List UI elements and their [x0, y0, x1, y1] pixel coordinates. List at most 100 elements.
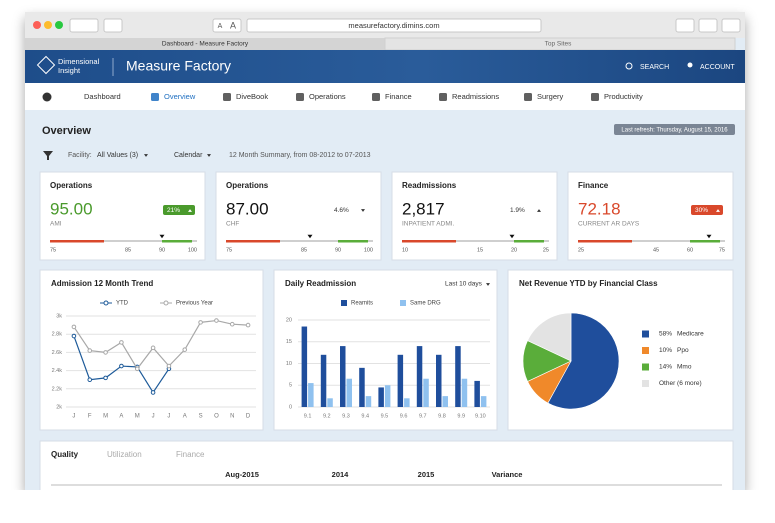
- nav-icon: [591, 93, 599, 101]
- card: [391, 171, 558, 261]
- bar: [340, 346, 346, 407]
- account[interactable]: ACCOUNT: [700, 64, 735, 71]
- back-icon[interactable]: [42, 92, 52, 102]
- tab-title[interactable]: Top Sites: [545, 41, 572, 48]
- bar: [327, 398, 333, 407]
- x-tick-label: O: [214, 414, 219, 420]
- share-button[interactable]: [698, 18, 718, 33]
- point: [103, 375, 108, 381]
- nav-item[interactable]: Dashboard: [84, 92, 121, 101]
- sidebar-button[interactable]: [103, 18, 123, 33]
- nav-buttons[interactable]: [69, 18, 99, 33]
- kpi-value: 87.00: [226, 199, 269, 218]
- legend-label: YTD: [116, 301, 129, 307]
- close-button[interactable]: [33, 21, 41, 29]
- x-tick-label: 9.5: [381, 413, 389, 419]
- zoom-button[interactable]: [55, 21, 63, 29]
- y-tick-label: 10: [286, 361, 292, 367]
- gauge-label: 20: [511, 247, 517, 253]
- point: [87, 348, 93, 353]
- chart-control[interactable]: Last 10 days: [445, 281, 483, 288]
- account-icon: [687, 62, 693, 68]
- nav-item[interactable]: DiveBook: [236, 92, 268, 101]
- series-line: [73, 319, 249, 370]
- nav-item[interactable]: Productivity: [604, 92, 643, 101]
- bar: [474, 380, 480, 407]
- y-tick-label: 20: [286, 317, 292, 323]
- app-header: [25, 50, 745, 83]
- tab-active[interactable]: [25, 38, 385, 50]
- y-tick-label: 2.8k: [52, 332, 63, 338]
- search[interactable]: SEARCH: [640, 64, 669, 71]
- kpi-change: 4.6%: [334, 207, 349, 214]
- nav-icon: [223, 93, 231, 101]
- gauge-track: [578, 240, 725, 242]
- nav-item[interactable]: Readmissions: [452, 92, 499, 101]
- gauge-label: 15: [477, 247, 483, 253]
- text-size[interactable]: A: [218, 23, 223, 30]
- nav-item[interactable]: Overview: [164, 92, 196, 101]
- table-tab[interactable]: Finance: [176, 450, 205, 459]
- bar: [436, 354, 442, 407]
- download-button[interactable]: [675, 18, 695, 33]
- kpi-title: Finance: [578, 181, 609, 190]
- legend-value: 14%: [659, 364, 672, 371]
- bar: [365, 396, 372, 407]
- gauge-high: [690, 240, 720, 243]
- trend-arrow: [188, 209, 192, 212]
- minimize-button[interactable]: [44, 21, 52, 29]
- table-tab[interactable]: Utilization: [107, 450, 142, 459]
- legend-swatch: [642, 347, 649, 354]
- legend-swatch: [341, 300, 347, 306]
- gauge-marker: [307, 234, 313, 239]
- gauge-low: [402, 240, 456, 243]
- url[interactable]: measurefactory.dimins.com: [348, 21, 439, 30]
- facility-value[interactable]: All Values (3): [97, 152, 138, 159]
- gauge-label: 75: [226, 247, 232, 253]
- tabs-button[interactable]: [721, 18, 741, 33]
- point: [103, 350, 108, 355]
- legend-label: Other (6 more): [659, 380, 702, 387]
- tab-title[interactable]: Dashboard - Measure Factory: [162, 41, 249, 48]
- calendar[interactable]: Calendar: [174, 152, 203, 159]
- gauge-low: [578, 240, 632, 243]
- y-tick-label: 2.2k: [52, 386, 63, 392]
- legend-label: Same DRG: [410, 301, 441, 307]
- bar: [384, 385, 391, 407]
- column-header: 2015: [418, 470, 435, 479]
- caret: [144, 154, 148, 157]
- nav-icon: [296, 93, 304, 101]
- kpi-badge: [163, 205, 195, 215]
- column-header: 2014: [332, 470, 350, 479]
- x-tick-label: F: [88, 414, 92, 420]
- gauge-track: [402, 240, 549, 242]
- gauge-label: 60: [687, 247, 693, 253]
- legend-label: Reamits: [351, 301, 373, 307]
- x-tick-label: 9.8: [438, 413, 446, 419]
- last-refresh: Last refresh: Thursday, August 15, 2016: [621, 128, 728, 134]
- point: [119, 340, 124, 345]
- url-bar[interactable]: [246, 18, 542, 33]
- nav-item[interactable]: Operations: [309, 92, 346, 101]
- table-tab[interactable]: Quality: [51, 450, 79, 459]
- point: [134, 366, 140, 372]
- y-tick-label: 5: [289, 383, 292, 389]
- caret: [207, 154, 211, 157]
- text-size[interactable]: A: [230, 20, 236, 30]
- y-tick-label: 15: [286, 339, 292, 345]
- gauge-low: [50, 240, 104, 243]
- bar: [359, 367, 365, 407]
- x-tick-label: J: [72, 414, 75, 420]
- gauge-low: [226, 240, 280, 243]
- nav-item[interactable]: Finance: [385, 92, 412, 101]
- bar: [320, 354, 327, 407]
- page-title: Overview: [42, 125, 91, 137]
- nav-icon: [151, 93, 159, 101]
- gauge-high: [162, 240, 192, 243]
- text-size-buttons[interactable]: [212, 18, 242, 33]
- kpi-value: 95.00: [50, 199, 93, 218]
- trend-arrow: [537, 209, 541, 212]
- kpi-change: 30%: [695, 207, 708, 214]
- nav-item[interactable]: Surgery: [537, 92, 564, 101]
- kpi-change: 21%: [167, 207, 180, 214]
